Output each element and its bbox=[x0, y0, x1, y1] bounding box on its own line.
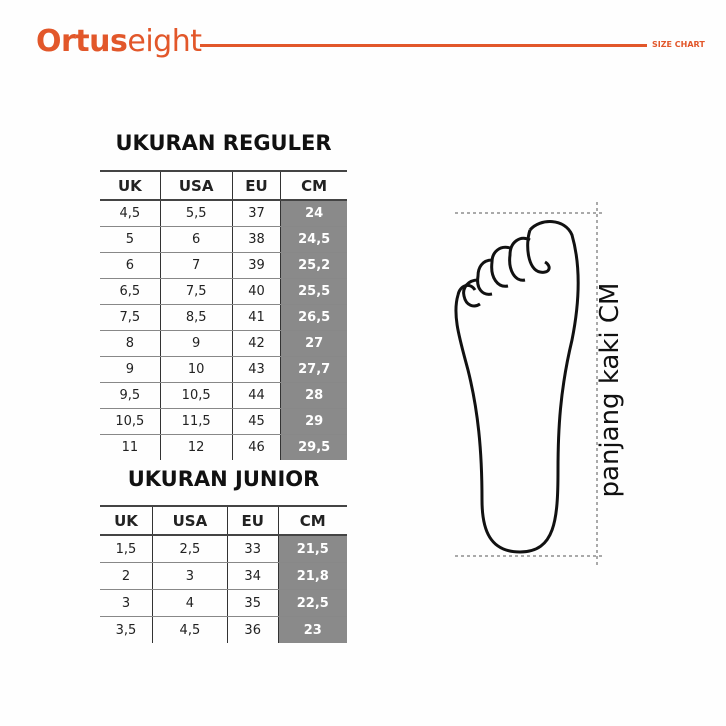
table-row: 1,5 2,5 33 21,5 bbox=[100, 535, 347, 563]
table-row: 5 6 38 24,5 bbox=[100, 226, 347, 253]
column-header: USA bbox=[159, 170, 233, 201]
uk-cell: 5 bbox=[100, 226, 161, 253]
usa-cell: 2,5 bbox=[151, 535, 228, 563]
cm-cell: 27 bbox=[280, 330, 347, 357]
usa-cell: 7,5 bbox=[159, 278, 233, 305]
uk-cell: 11 bbox=[121, 440, 139, 455]
regular-title: UKURAN REGULER bbox=[115, 131, 332, 155]
eu-cell: 38 bbox=[231, 226, 281, 253]
eu-cell: 39 bbox=[231, 252, 281, 279]
cm-cell: 24,5 bbox=[280, 226, 347, 253]
uk-cell: 6 bbox=[100, 252, 161, 279]
usa-cell: 10 bbox=[159, 356, 233, 383]
usa-cell: 4 bbox=[151, 589, 228, 617]
uk-cell: 3 bbox=[100, 589, 153, 617]
table-row: 4,5 5,5 37 24 bbox=[100, 200, 347, 227]
uk-cell: 4,5 bbox=[100, 200, 161, 227]
header-divider bbox=[200, 44, 647, 47]
junior-size-table: UK USA EU CM 1,5 2,5 33 21,5 2 3 34 21,8 3 4 35 22,5 3,5… bbox=[100, 505, 347, 643]
cm-cell: 21,8 bbox=[277, 562, 347, 590]
foot-icon bbox=[454, 220, 580, 554]
cm-cell: 24 bbox=[280, 200, 347, 227]
table-row: 3 4 35 22,5 bbox=[100, 589, 347, 617]
table-row: 2 3 34 21,8 bbox=[100, 562, 347, 590]
usa-cell: 8,5 bbox=[159, 304, 233, 331]
uk-cell: 7,5 bbox=[100, 304, 161, 331]
cm-cell: 25,2 bbox=[280, 252, 347, 279]
eu-cell: 35 bbox=[226, 589, 279, 617]
column-header: USA bbox=[151, 505, 228, 536]
eu-cell: 40 bbox=[231, 278, 281, 305]
cm-cell: 21,5 bbox=[277, 535, 347, 563]
table-row: 3,5 4,5 36 23 bbox=[100, 616, 347, 643]
uk-cell: 6,5 bbox=[100, 278, 161, 305]
brand-light: eight bbox=[127, 24, 202, 59]
cm-cell: 22,5 bbox=[277, 589, 347, 617]
uk-cell: 8 bbox=[100, 330, 161, 357]
brand-logo: Ortuseight bbox=[36, 24, 202, 59]
eu-cell: 41 bbox=[231, 304, 281, 331]
eu-cell: 37 bbox=[231, 200, 281, 227]
eu-cell: 43 bbox=[231, 356, 281, 383]
column-header: UK bbox=[100, 505, 153, 536]
table-row: 6,5 7,5 40 25,5 bbox=[100, 278, 347, 305]
foot-length-label: panjang kaki CM bbox=[595, 282, 625, 498]
cm-cell: 29 bbox=[280, 408, 347, 435]
usa-cell: 10,5 bbox=[159, 382, 233, 409]
usa-cell: 5,5 bbox=[159, 200, 233, 227]
column-header: CM bbox=[280, 170, 347, 201]
table-row: 8 9 42 27 bbox=[100, 330, 347, 357]
eu-cell: 33 bbox=[226, 535, 279, 563]
junior-title: UKURAN JUNIOR bbox=[127, 467, 320, 491]
table-row: 11 12 46 29,5 bbox=[100, 434, 347, 460]
usa-cell: 9 bbox=[159, 330, 233, 357]
column-header: EU bbox=[231, 170, 281, 201]
uk-cell: 9,5 bbox=[100, 382, 161, 409]
cm-cell: 25,5 bbox=[280, 278, 347, 305]
uk-cell: 10,5 bbox=[100, 408, 161, 435]
eu-cell: 36 bbox=[226, 616, 279, 643]
eu-cell: 46 bbox=[231, 434, 281, 460]
table-row: 9 10 43 27,7 bbox=[100, 356, 347, 383]
uk-cell: 2 bbox=[100, 562, 153, 590]
eu-cell: 34 bbox=[226, 562, 279, 590]
cm-cell: 27,7 bbox=[280, 356, 347, 383]
usa-cell: 7 bbox=[159, 252, 233, 279]
usa-cell: 12 bbox=[159, 434, 233, 460]
table-row: 9,5 10,5 44 28 bbox=[100, 382, 347, 409]
column-header: CM bbox=[277, 505, 347, 536]
foot-outline-diagram bbox=[454, 202, 602, 568]
eu-cell: 44 bbox=[231, 382, 281, 409]
usa-cell: 11,5 bbox=[159, 408, 233, 435]
table-row: 10,5 11,5 45 29 bbox=[100, 408, 347, 435]
eu-cell: 42 bbox=[231, 330, 281, 357]
uk-cell: 3,5 bbox=[115, 622, 137, 638]
cm-cell: 26,5 bbox=[280, 304, 347, 331]
header-row: UK USA EU CM bbox=[100, 170, 347, 201]
usa-cell: 3 bbox=[151, 562, 228, 590]
column-header: EU bbox=[226, 505, 279, 536]
usa-cell: 6 bbox=[159, 226, 233, 253]
usa-cell: 4,5 bbox=[151, 616, 228, 643]
uk-cell: 9 bbox=[100, 356, 161, 383]
cm-cell: 23 bbox=[277, 616, 347, 643]
eu-cell: 45 bbox=[231, 408, 281, 435]
cm-cell: 29,5 bbox=[280, 434, 347, 460]
section-label: SIZE CHART bbox=[652, 40, 705, 49]
cm-cell: 28 bbox=[280, 382, 347, 409]
table-row: 6 7 39 25,2 bbox=[100, 252, 347, 279]
regular-size-table: UK USA EU CM 4,5 5,5 37 24 5 6 38 24,5 6 7 39 25,2 6,5 7,… bbox=[100, 170, 347, 460]
uk-cell: 1,5 bbox=[100, 535, 153, 563]
table-row: 7,5 8,5 41 26,5 bbox=[100, 304, 347, 331]
header-row: UK USA EU CM bbox=[100, 505, 347, 536]
brand-bold: Ortus bbox=[36, 24, 128, 59]
column-header: UK bbox=[100, 170, 161, 201]
